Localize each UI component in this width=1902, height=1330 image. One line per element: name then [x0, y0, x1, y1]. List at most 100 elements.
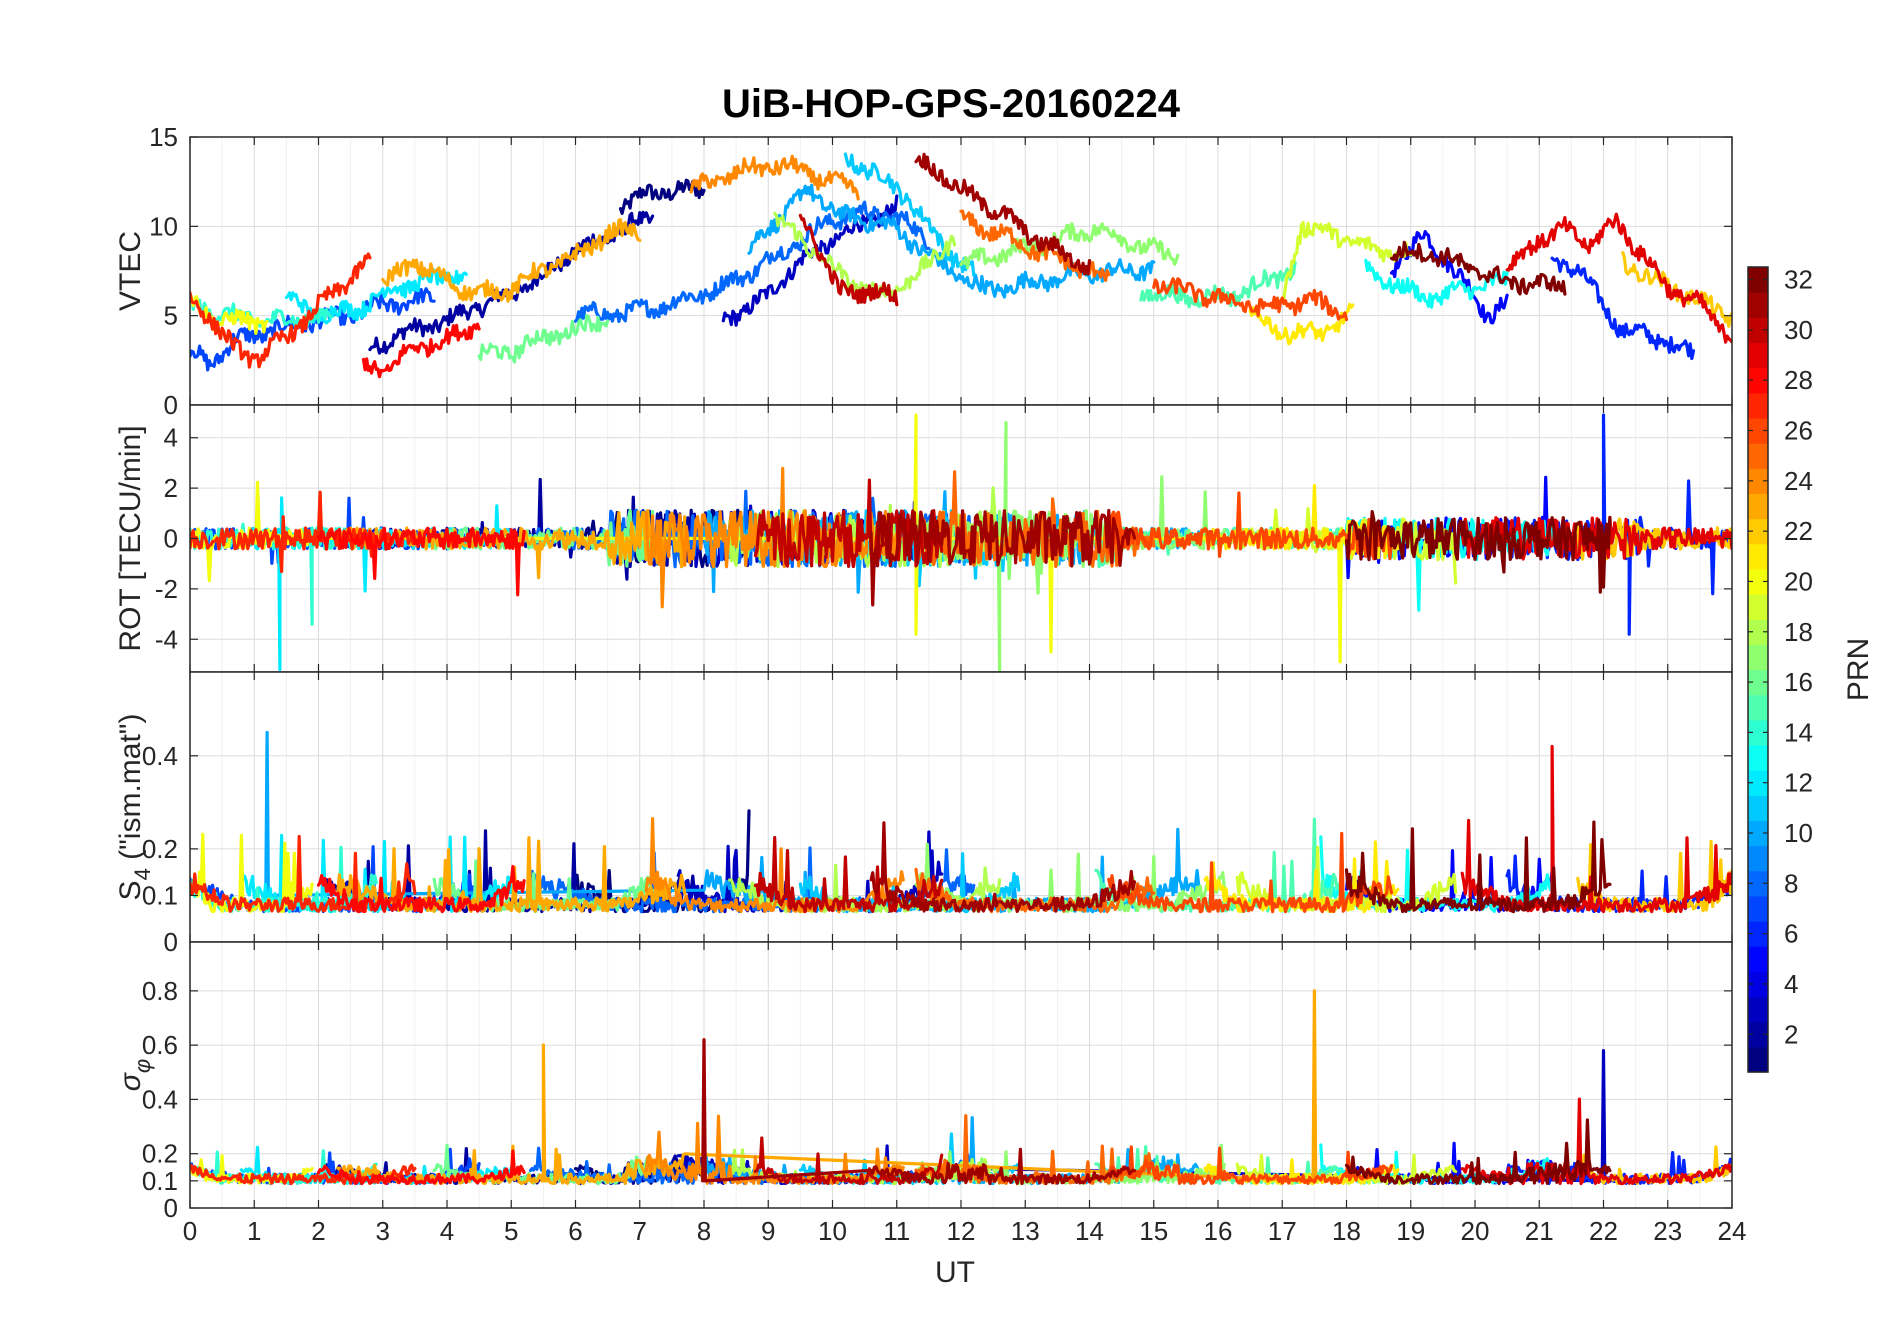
y-tick-label: 0.8 — [142, 976, 178, 1006]
y-axis-label-sigma: σφ — [114, 1059, 155, 1091]
x-tick-label: 16 — [1204, 1216, 1233, 1246]
colorbar-swatch — [1748, 845, 1768, 872]
y-axis-label-main: S — [114, 880, 147, 900]
y-axis-label-sub: 4 — [130, 868, 155, 880]
colorbar-label: PRN — [1842, 638, 1875, 701]
x-tick-label: 12 — [947, 1216, 976, 1246]
colorbar-swatch — [1748, 367, 1768, 394]
series-line-prn-16 — [477, 313, 610, 364]
y-tick-label: 0.4 — [142, 741, 178, 771]
x-tick-label: 7 — [633, 1216, 647, 1246]
x-tick-label: 21 — [1525, 1216, 1554, 1246]
panel-s4: 00.10.20.4S4 ("ism.mat") — [114, 671, 1733, 957]
y-axis-label-sub: φ — [130, 1059, 155, 1073]
colorbar-swatch — [1748, 493, 1768, 520]
colorbar-swatch — [1748, 895, 1768, 922]
series-line-prn-17 — [914, 421, 1226, 672]
y-tick-label: -4 — [155, 624, 178, 654]
series-line-prn-26 — [1107, 1145, 1394, 1186]
x-tick-label: 2 — [311, 1216, 325, 1246]
series-line-prn-6 — [1550, 256, 1696, 361]
x-tick-label: 19 — [1396, 1216, 1425, 1246]
colorbar-tick-label: 18 — [1784, 617, 1813, 647]
colorbar-swatch — [1748, 518, 1768, 545]
y-tick-label: 10 — [149, 211, 178, 241]
y-axis-label-s4: S4 ("ism.mat") — [114, 714, 155, 901]
y-tick-label: 0 — [164, 390, 178, 420]
colorbar-swatch — [1748, 946, 1768, 972]
series-line-prn-7 — [190, 287, 436, 372]
x-tick-label: 13 — [1011, 1216, 1040, 1246]
colorbar-swatch — [1748, 795, 1768, 822]
x-tick-label: 0 — [183, 1216, 197, 1246]
chart-title: UiB-HOP-GPS-20160224 — [722, 82, 1181, 126]
series-line-prn-21 — [1248, 302, 1355, 346]
x-tick-label: 1 — [247, 1216, 261, 1246]
colorbar-swatch — [1748, 1046, 1768, 1073]
panel-rot: -4 -2 0 2 4 ROT [TECU/min] — [114, 404, 1733, 673]
x-tick-label: 15 — [1139, 1216, 1168, 1246]
y-axis-label-rot: ROT [TECU/min] — [114, 425, 147, 651]
colorbar-tick-label: 14 — [1784, 717, 1813, 747]
colorbar-tick-label: 28 — [1784, 365, 1813, 395]
series-line-prn-22 — [1621, 251, 1732, 328]
series-line-prn-29 — [1460, 515, 1732, 562]
colorbar-swatch — [1748, 870, 1768, 897]
x-tick-label: 6 — [568, 1216, 582, 1246]
series-line-prn-26 — [1152, 277, 1349, 322]
colorbar-swatch — [1748, 594, 1768, 620]
x-tick-label: 24 — [1718, 1216, 1747, 1246]
colorbar-swatch — [1748, 770, 1768, 796]
x-axis-label: UT — [935, 1256, 975, 1289]
colorbar-swatch — [1748, 317, 1768, 344]
colorbar-swatch — [1748, 543, 1768, 570]
colorbar-tick-label: 8 — [1784, 868, 1798, 898]
series-traces — [190, 730, 1732, 914]
series-line-prn-17 — [959, 222, 1180, 270]
colorbar-swatch — [1748, 921, 1768, 947]
y-axis-label-main: σ — [114, 1071, 147, 1091]
series-line-prn-30 — [798, 213, 899, 307]
y-tick-label: 0.4 — [142, 1084, 178, 1114]
series-line-prn-27 — [190, 1163, 417, 1186]
series-line-prn-10 — [747, 183, 1156, 299]
colorbar-swatch — [1748, 820, 1768, 847]
y-tick-label: 0.1 — [142, 880, 178, 910]
colorbar-swatch — [1748, 292, 1768, 318]
y-tick-label: 0.6 — [142, 1030, 178, 1060]
series-traces — [190, 989, 1732, 1186]
series-line-prn-32 — [1344, 510, 1612, 594]
y-tick-label: 0.1 — [142, 1166, 178, 1196]
series-line-prn-29 — [1505, 212, 1732, 344]
y-tick-label: 15 — [149, 122, 178, 152]
series-line-prn-31 — [701, 1038, 1137, 1186]
x-tick-label: 18 — [1332, 1216, 1361, 1246]
colorbar-swatch — [1748, 619, 1768, 645]
colorbar-swatch — [1748, 392, 1768, 419]
colorbar-swatch — [1748, 669, 1768, 696]
x-tick-label: 3 — [376, 1216, 390, 1246]
series-line-prn-13 — [1364, 258, 1509, 309]
x-tick-label: 20 — [1461, 1216, 1490, 1246]
y-axis-label-rest: ("ism.mat") — [114, 714, 147, 869]
y-tick-label: 2 — [164, 473, 178, 503]
colorbar-frame — [1747, 266, 1769, 1073]
series-line-prn-28 — [316, 1149, 526, 1186]
series-line-prn-28 — [361, 322, 481, 379]
colorbar-tick-label: 32 — [1784, 265, 1813, 295]
y-tick-label: 0.2 — [142, 1139, 178, 1169]
colorbar-swatch — [1748, 996, 1768, 1023]
series-line-prn-32 — [1344, 820, 1612, 914]
x-tick-label: 22 — [1589, 1216, 1618, 1246]
colorbar-tick-label: 20 — [1784, 566, 1813, 596]
y-tick-label: 5 — [164, 301, 178, 331]
x-tick-label: 23 — [1653, 1216, 1682, 1246]
colorbar-swatch — [1748, 694, 1768, 721]
series-line-prn-26 — [1107, 831, 1394, 914]
colorbar-swatch — [1748, 417, 1768, 444]
panel-vtec: 0 5 10 15 VTEC — [114, 122, 1733, 420]
y-tick-label: -2 — [155, 574, 178, 604]
series-line-prn-19 — [1280, 221, 1413, 304]
y-tick-label: 4 — [164, 423, 178, 453]
